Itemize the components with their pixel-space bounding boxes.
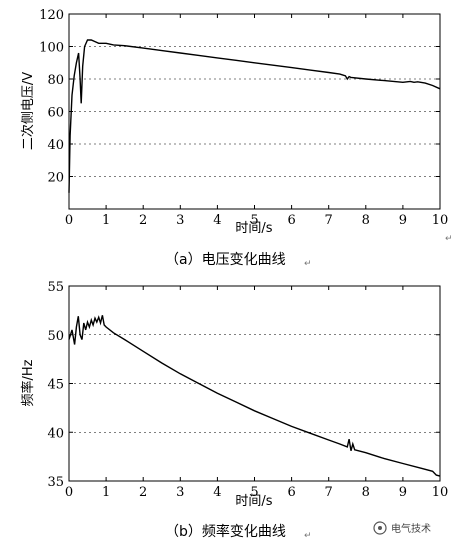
voltage-x-tick-label: 4 [213,213,221,228]
voltage-y-tick-label: 80 [47,73,64,88]
voltage-caption-return-mark: ↵ [304,259,312,269]
frequency-y-tick-label: 45 [47,378,64,393]
frequency-y-tick-label: 35 [47,475,64,490]
frequency-y-tick-label: 55 [47,280,64,295]
frequency-x-tick-label: 4 [213,485,221,500]
frequency-caption: （b）频率变化曲线 [165,523,286,540]
voltage-y-tick-label: 20 [47,171,64,186]
voltage-y-tick-label: 40 [47,138,64,153]
frequency-x-tick-label: 8 [362,485,370,500]
voltage-x-tick-label: 2 [139,213,147,228]
voltage-y-tick-label: 60 [47,106,64,121]
frequency-y-label: 频率/Hz [20,359,36,406]
frequency-x-tick-label: 7 [325,485,333,500]
frequency-y-tick-label: 50 [47,329,64,344]
watermark-logo-dot [378,526,382,530]
voltage-x-tick-label: 10 [432,213,449,228]
frequency-x-tick-label: 1 [102,485,110,500]
voltage-x-tick-label: 9 [399,213,407,228]
frequency-x-tick-label: 10 [432,485,449,500]
voltage-y-tick-label: 100 [39,41,64,56]
voltage-x-tick-label: 0 [65,213,73,228]
voltage-caption: （a）电压变化曲线 [165,252,286,268]
voltage-x-tick-label: 3 [176,213,184,228]
frequency-x-tick-label: 5 [250,485,258,500]
voltage-x-tick-label: 8 [362,213,370,228]
frequency-x-tick-label: 3 [176,485,184,500]
watermark-logo-icon [373,521,387,535]
voltage-grid [69,46,440,177]
voltage-x-label: 时间/s [235,221,272,236]
voltage-series-line [68,39,441,193]
voltage-x-tick-label: 5 [250,213,258,228]
frequency-y-tick-label: 40 [47,426,64,441]
watermark: 电气技术 [373,521,431,535]
frequency-x-tick-label: 9 [399,485,407,500]
voltage-x-tick-label: 6 [287,213,295,228]
voltage-y-tick-label: 120 [39,8,64,23]
frequency-x-tick-label: 2 [139,485,147,500]
frequency-x-label: 时间/s [235,494,272,509]
frequency-grid [69,334,440,433]
frequency-x-tick-label: 0 [65,485,73,500]
frequency-series-line [68,315,441,477]
voltage-axis-return-mark: ↵ [445,234,453,244]
voltage-x-tick-label: 7 [325,213,333,228]
frequency-caption-return-mark: ↵ [304,531,312,541]
voltage-y-label: 二次侧电压/V [20,72,36,150]
frequency-x-tick-label: 6 [287,485,295,500]
watermark-text: 电气技术 [391,522,431,535]
voltage-x-tick-label: 1 [102,213,110,228]
voltage-ticks: 20 40 60 80 100 120 0 1 2 3 4 5 6 7 8 9 10 [39,8,448,228]
